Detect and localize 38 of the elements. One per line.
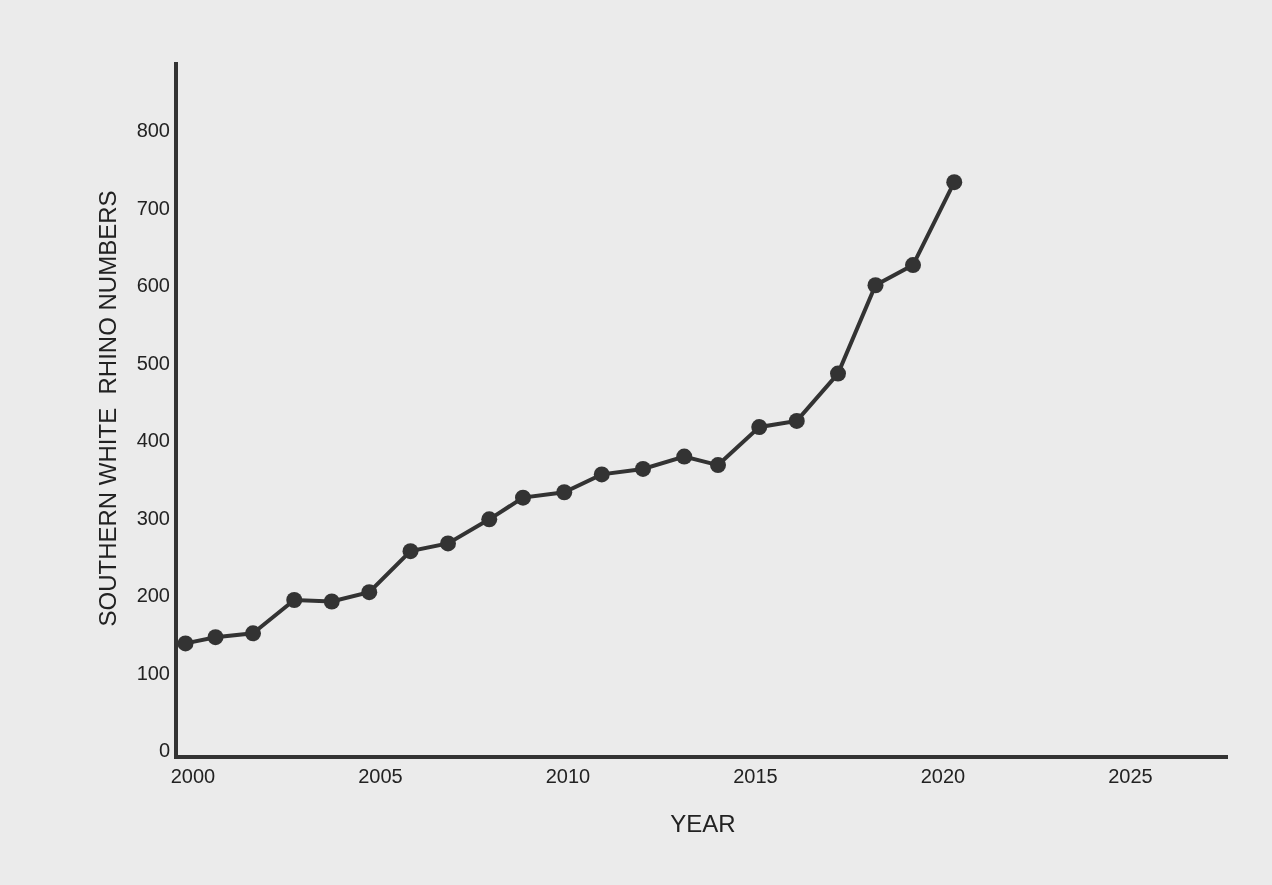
- x-tick-label: 2015: [733, 765, 778, 787]
- point: [177, 635, 194, 652]
- y-tick-label: 100: [136, 661, 170, 684]
- point: [515, 489, 531, 506]
- point: [635, 460, 651, 477]
- y-tick-label: 800: [136, 119, 170, 142]
- x-tick-label: 2010: [545, 765, 591, 787]
- point: [323, 593, 340, 610]
- point: [830, 365, 846, 382]
- point: [867, 277, 884, 294]
- point: [905, 257, 921, 274]
- point: [556, 484, 573, 501]
- y-tick-label: 600: [136, 274, 170, 297]
- point: [207, 629, 224, 646]
- point: [751, 419, 768, 436]
- point: [946, 174, 963, 191]
- point: [245, 625, 261, 642]
- x-tick-label: 2020: [920, 765, 966, 787]
- y-axis-title: SOUTHERN WHITE RHINO NUMBERS: [94, 190, 122, 627]
- y-tick-label: 700: [136, 196, 170, 219]
- point: [676, 448, 693, 465]
- y-tick-label: 500: [136, 351, 170, 374]
- point: [361, 584, 378, 601]
- point: [440, 535, 456, 552]
- y-tick-label: 200: [136, 584, 170, 607]
- y-tick-label: 0: [158, 739, 170, 762]
- x-axis-title: YEAR: [670, 809, 736, 837]
- point: [286, 591, 303, 608]
- y-tick-label: 400: [136, 429, 170, 452]
- x-tick-label: 2000: [170, 765, 216, 787]
- point: [710, 457, 726, 474]
- x-tick-label: 2025: [1108, 765, 1153, 787]
- y-tick-label: 300: [136, 506, 170, 529]
- x-tick-label: 2005: [358, 765, 403, 787]
- point: [481, 511, 498, 528]
- point: [788, 412, 805, 429]
- point: [402, 543, 419, 560]
- point: [593, 466, 610, 483]
